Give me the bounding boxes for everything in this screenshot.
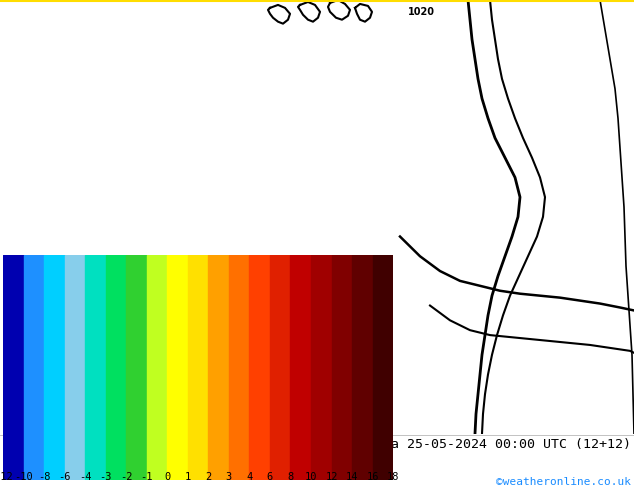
- Text: 6: 6: [267, 472, 273, 482]
- Text: -2: -2: [120, 472, 133, 482]
- Bar: [229, 255, 249, 480]
- Bar: [106, 255, 126, 480]
- Text: 1: 1: [184, 472, 191, 482]
- Text: 3: 3: [226, 472, 232, 482]
- Text: ©weatheronline.co.uk: ©weatheronline.co.uk: [496, 477, 631, 487]
- Text: 10: 10: [305, 472, 317, 482]
- Text: -6: -6: [58, 472, 71, 482]
- Bar: [270, 255, 290, 480]
- Bar: [65, 255, 85, 480]
- Text: 16: 16: [366, 472, 378, 482]
- Bar: [332, 255, 352, 480]
- Text: 12: 12: [325, 472, 338, 482]
- Bar: [290, 255, 311, 480]
- Text: Theta-W 850hPa [hPa] ECMWF: Theta-W 850hPa [hPa] ECMWF: [3, 438, 211, 451]
- Text: 1020: 1020: [408, 7, 435, 17]
- Text: -12: -12: [0, 472, 13, 482]
- Text: 18: 18: [12, 419, 27, 429]
- Bar: [249, 255, 270, 480]
- Text: -10: -10: [15, 472, 33, 482]
- Text: 4: 4: [246, 472, 252, 482]
- Bar: [352, 255, 373, 480]
- Bar: [209, 255, 229, 480]
- Bar: [147, 255, 167, 480]
- FancyArrow shape: [0, 311, 3, 424]
- Bar: [188, 255, 209, 480]
- Text: Sa 25-05-2024 00:00 UTC (12+12): Sa 25-05-2024 00:00 UTC (12+12): [383, 438, 631, 451]
- Text: 16: 16: [185, 407, 200, 417]
- Text: 0: 0: [164, 472, 171, 482]
- Text: -8: -8: [38, 472, 51, 482]
- FancyArrow shape: [393, 311, 411, 424]
- Text: 18: 18: [387, 472, 399, 482]
- Bar: [373, 255, 393, 480]
- Text: 2: 2: [205, 472, 212, 482]
- Bar: [23, 255, 44, 480]
- Text: -3: -3: [100, 472, 112, 482]
- Bar: [311, 255, 332, 480]
- Bar: [3, 255, 23, 480]
- Text: -4: -4: [79, 472, 91, 482]
- Text: -1: -1: [141, 472, 153, 482]
- Bar: [167, 255, 188, 480]
- Bar: [126, 255, 147, 480]
- Bar: [44, 255, 65, 480]
- Bar: [85, 255, 106, 480]
- Text: 14: 14: [346, 472, 358, 482]
- Text: 8: 8: [287, 472, 294, 482]
